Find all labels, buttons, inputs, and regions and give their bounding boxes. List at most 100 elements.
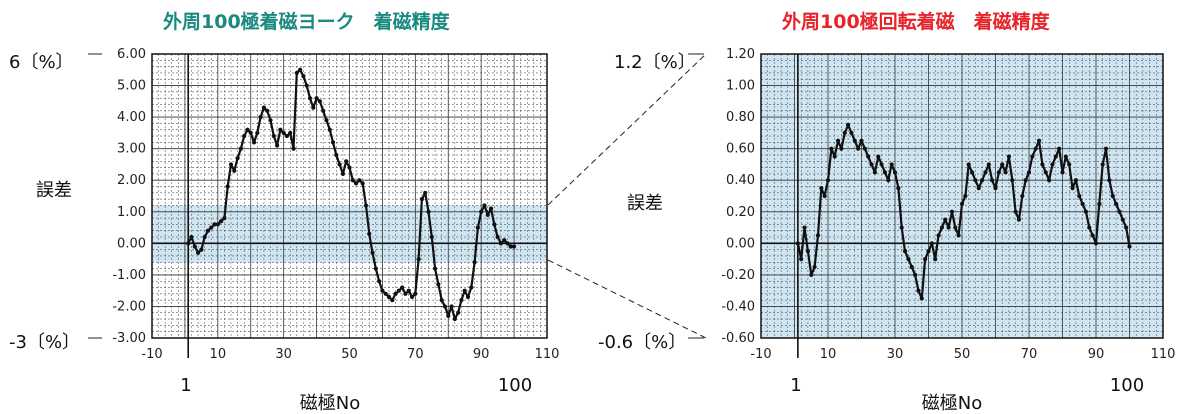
data-point [423,190,428,195]
right-pole-start: 1 [790,375,801,396]
data-point [959,201,965,206]
data-point [899,225,904,230]
series-line [796,123,1131,300]
x-tick-label: 50 [954,347,971,362]
data-point [442,304,448,309]
data-point [409,294,415,300]
y-tick-label: 0.40 [726,173,755,188]
data-point [1043,170,1048,175]
data-point [1013,209,1018,214]
y-tick-label: 5.00 [117,79,146,94]
left-ylabel: 誤差 [36,180,72,201]
data-point [488,206,494,211]
data-point [202,234,207,240]
data-point [1097,201,1102,206]
data-point [913,272,918,277]
data-point [1077,193,1082,199]
data-point [219,219,224,224]
data-point [799,257,804,262]
data-point [1000,162,1005,167]
data-point [825,178,831,183]
data-point [334,152,339,158]
data-point [452,316,457,322]
data-point [347,165,352,170]
left-series [186,67,517,322]
data-point [436,282,441,287]
x-tick-label: 30 [887,347,904,362]
data-point [324,118,329,123]
data-point [459,298,464,303]
data-point [304,83,309,88]
x-tick-label: -10 [141,347,162,362]
right-chart: 1.20 1.00 0.80 0.60 0.40 0.20 0.00 -0.20 -0.40 -0… [598,47,1175,414]
right-chart-title: 外周100極回転着磁 着磁精度 [782,10,1051,33]
data-point [432,266,438,271]
data-point [195,250,201,255]
data-point [271,133,276,139]
data-point [846,122,851,128]
data-point [212,222,217,227]
data-point [485,212,490,218]
data-point [235,156,240,161]
data-point [242,133,247,139]
y-tick-label: -0.20 [721,268,755,283]
data-point [956,233,961,238]
data-point [1120,217,1125,222]
data-point [340,171,346,177]
series-line [187,68,515,321]
data-point [902,249,908,254]
data-point [291,146,296,151]
data-point [906,257,911,262]
data-point [380,288,385,293]
data-point [822,193,827,199]
data-point [228,162,234,167]
data-point [953,225,958,230]
data-point [1060,170,1065,175]
x-tick-label: 90 [1088,347,1105,362]
y-tick-label: 4.00 [117,110,146,125]
zoom-connector-bottom [547,259,707,339]
y-tick-label: 6.00 [117,47,146,62]
data-point [317,99,322,104]
y-tick-label: -0.60 [721,331,755,346]
data-point [294,70,299,76]
data-point [1010,178,1015,183]
data-point [462,288,467,293]
data-point [993,186,998,191]
data-point [923,257,928,262]
left-bottom-marker: -3〔%〕 [9,332,80,353]
data-point [829,146,834,151]
left-chart: 6.00 5.00 4.00 3.00 2.00 1.00 0.00 -1.00 -2.00 -3… [9,47,559,414]
data-point [1090,233,1095,238]
data-point [479,209,484,214]
data-point [393,291,398,296]
data-point [377,279,382,284]
data-point [199,247,204,252]
data-point [396,288,401,293]
data-point [400,285,405,290]
x-tick-label: 70 [1021,347,1038,362]
data-point [809,272,814,277]
data-point [832,154,837,159]
data-point [419,197,425,202]
right-xlabel: 磁極No [922,393,982,414]
data-point [1093,241,1099,246]
data-point [835,138,841,143]
data-point [258,115,263,120]
data-point [274,143,280,148]
x-tick-label: 10 [820,347,837,362]
data-point [482,203,487,208]
y-tick-label: 3.00 [117,142,146,157]
y-tick-label: 0.00 [117,236,146,251]
data-point [416,257,421,262]
y-tick-label: 0.00 [726,236,755,251]
data-point [327,127,332,132]
data-point [1047,178,1052,183]
y-tick-label: 0.80 [726,110,755,125]
data-point [498,241,504,246]
data-point [1040,162,1045,167]
data-point [186,241,191,246]
data-point [449,304,454,309]
data-point [966,162,971,167]
x-tick-label: 90 [473,347,490,362]
